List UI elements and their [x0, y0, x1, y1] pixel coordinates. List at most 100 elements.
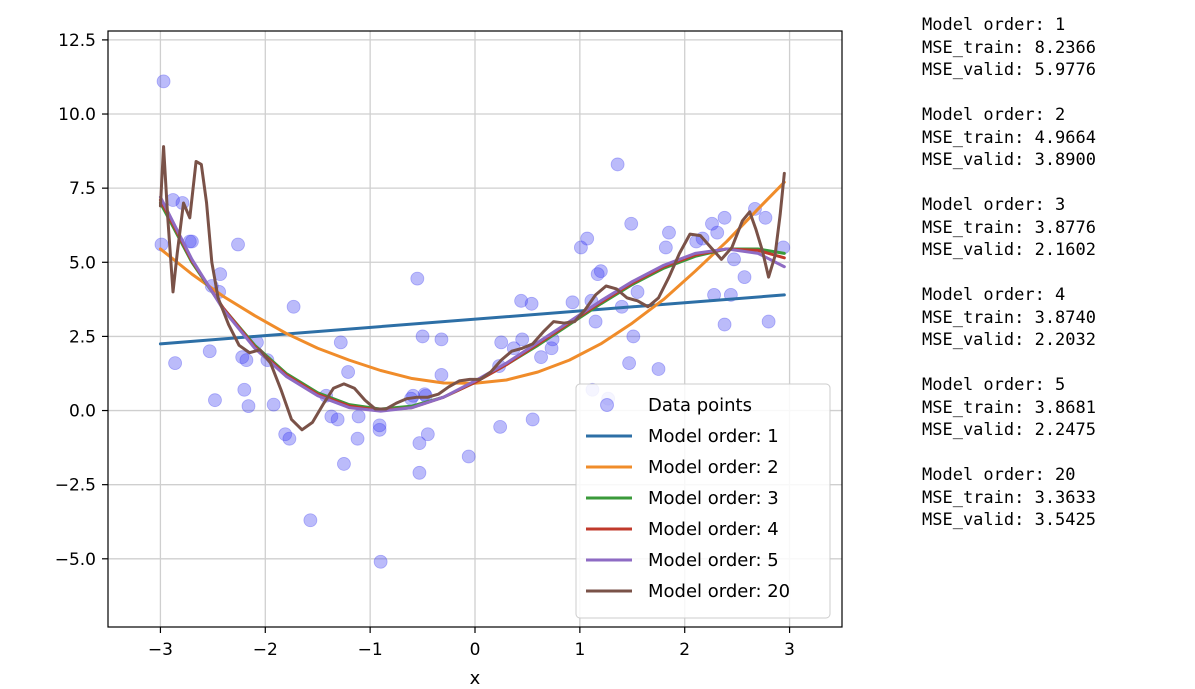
data-point [727, 252, 741, 267]
data-point [278, 427, 293, 442]
data-point [341, 365, 356, 379]
legend-marker [600, 398, 614, 412]
legend-label: Data points [648, 395, 752, 416]
model-lines [158, 145, 786, 432]
data-point [624, 216, 639, 231]
mse-train-text: MSE_train: 3.8681 [922, 397, 1096, 418]
data-point [534, 350, 548, 365]
series-line [158, 293, 786, 346]
data-point [580, 231, 595, 246]
legend-box [575, 383, 831, 619]
legend-label: Model order: 2 [648, 457, 779, 478]
data-point [737, 270, 752, 285]
result-block-order-3: Model order: 3 MSE_train: 3.8776 MSE_val… [922, 194, 1187, 262]
data-point [266, 397, 281, 412]
y-tick-label: 0.0 [69, 402, 96, 422]
data-point [565, 295, 580, 310]
data-point [241, 399, 256, 413]
data-point [626, 329, 641, 344]
mse-train-text: MSE_train: 8.2366 [922, 37, 1096, 58]
data-point [239, 353, 254, 368]
y-tick-label: 7.5 [69, 179, 96, 199]
data-point [372, 422, 387, 437]
data-point [494, 335, 509, 350]
mse-train-text: MSE_train: 3.8776 [922, 217, 1096, 238]
data-point [461, 449, 476, 464]
legend-label: Model order: 4 [648, 519, 779, 540]
data-point [412, 465, 427, 480]
data-point [351, 409, 366, 424]
y-tick-label: 10.0 [58, 105, 96, 125]
data-point [156, 74, 171, 89]
data-point [231, 237, 245, 252]
x-tick-label: −2 [253, 640, 278, 660]
data-point [717, 210, 732, 225]
mse-valid-text: MSE_valid: 2.1602 [922, 240, 1096, 260]
mse-valid-text: MSE_valid: 2.2032 [922, 330, 1096, 350]
data-point [493, 419, 508, 434]
x-axis-label: x [470, 668, 481, 689]
mse-valid-text: MSE_valid: 2.2475 [922, 420, 1096, 440]
mse-train-text: MSE_train: 3.3633 [922, 487, 1096, 508]
result-block-order-4: Model order: 4 MSE_train: 3.8740 MSE_val… [922, 284, 1187, 352]
y-tick-label: −5.0 [55, 550, 96, 570]
data-points [154, 74, 791, 569]
data-point [420, 427, 435, 442]
legend-label: Model order: 5 [648, 550, 779, 571]
data-point [662, 225, 676, 240]
data-point [202, 344, 217, 359]
y-tick-label: 2.5 [69, 327, 96, 347]
data-point [761, 314, 776, 329]
grid-lines [108, 31, 842, 627]
data-point [525, 412, 540, 427]
data-point [630, 285, 645, 299]
data-point [610, 157, 625, 172]
data-point [324, 409, 339, 424]
data-point [373, 554, 388, 569]
series-line [158, 180, 786, 385]
data-point [282, 431, 297, 446]
legend-label: Model order: 1 [648, 426, 779, 447]
legend-label: Model order: 3 [648, 488, 779, 509]
y-tick-label: 12.5 [58, 31, 96, 51]
mse-valid-text: MSE_valid: 5.9776 [922, 60, 1096, 80]
result-block-order-20: Model order: 20 MSE_train: 3.3633 MSE_va… [922, 464, 1187, 532]
x-tick-label: 2 [679, 640, 690, 660]
axis-ticks: −3 −2 −1 0 1 2 3 −5.0 −2.5 0.0 2.5 5.0 7.5 10.0 12.5 [55, 31, 795, 660]
mse-train-text: MSE_train: 3.8740 [922, 307, 1096, 328]
data-point [710, 225, 725, 240]
data-point [372, 418, 387, 433]
data-point [717, 317, 732, 332]
data-point [350, 431, 365, 446]
model-order-text: Model order: 4 [922, 285, 1066, 305]
data-point [184, 234, 199, 249]
x-tick-label: 0 [470, 640, 481, 660]
data-point [208, 393, 222, 408]
data-point [588, 314, 603, 329]
data-point [434, 332, 449, 347]
data-point [303, 513, 318, 528]
data-point [544, 341, 559, 356]
data-point [658, 240, 673, 255]
data-point [237, 382, 252, 397]
model-order-text: Model order: 3 [922, 195, 1066, 215]
y-tick-label: −2.5 [55, 476, 96, 496]
data-point [748, 202, 762, 216]
x-tick-label: −3 [148, 640, 173, 660]
data-point [333, 335, 348, 350]
data-point [622, 356, 637, 370]
data-point [434, 368, 449, 382]
data-point [514, 293, 529, 308]
polynomial-fit-chart: −3 −2 −1 0 1 2 3 −5.0 −2.5 0.0 2.5 5.0 7.5 10.0 12.5 x… [55, 30, 843, 689]
data-point [574, 240, 588, 255]
x-tick-label: −1 [358, 640, 383, 660]
data-point [286, 299, 301, 314]
y-tick-label: 5.0 [69, 253, 96, 273]
result-block-order-2: Model order: 2 MSE_train: 4.9664 MSE_val… [922, 104, 1187, 172]
mse-valid-text: MSE_valid: 3.5425 [922, 510, 1096, 530]
data-point [337, 457, 351, 471]
legend-label: Model order: 20 [648, 581, 790, 602]
data-point [705, 216, 719, 231]
result-block-order-1: Model order: 1 MSE_train: 8.2366 MSE_val… [922, 14, 1187, 82]
series-line [158, 145, 786, 432]
